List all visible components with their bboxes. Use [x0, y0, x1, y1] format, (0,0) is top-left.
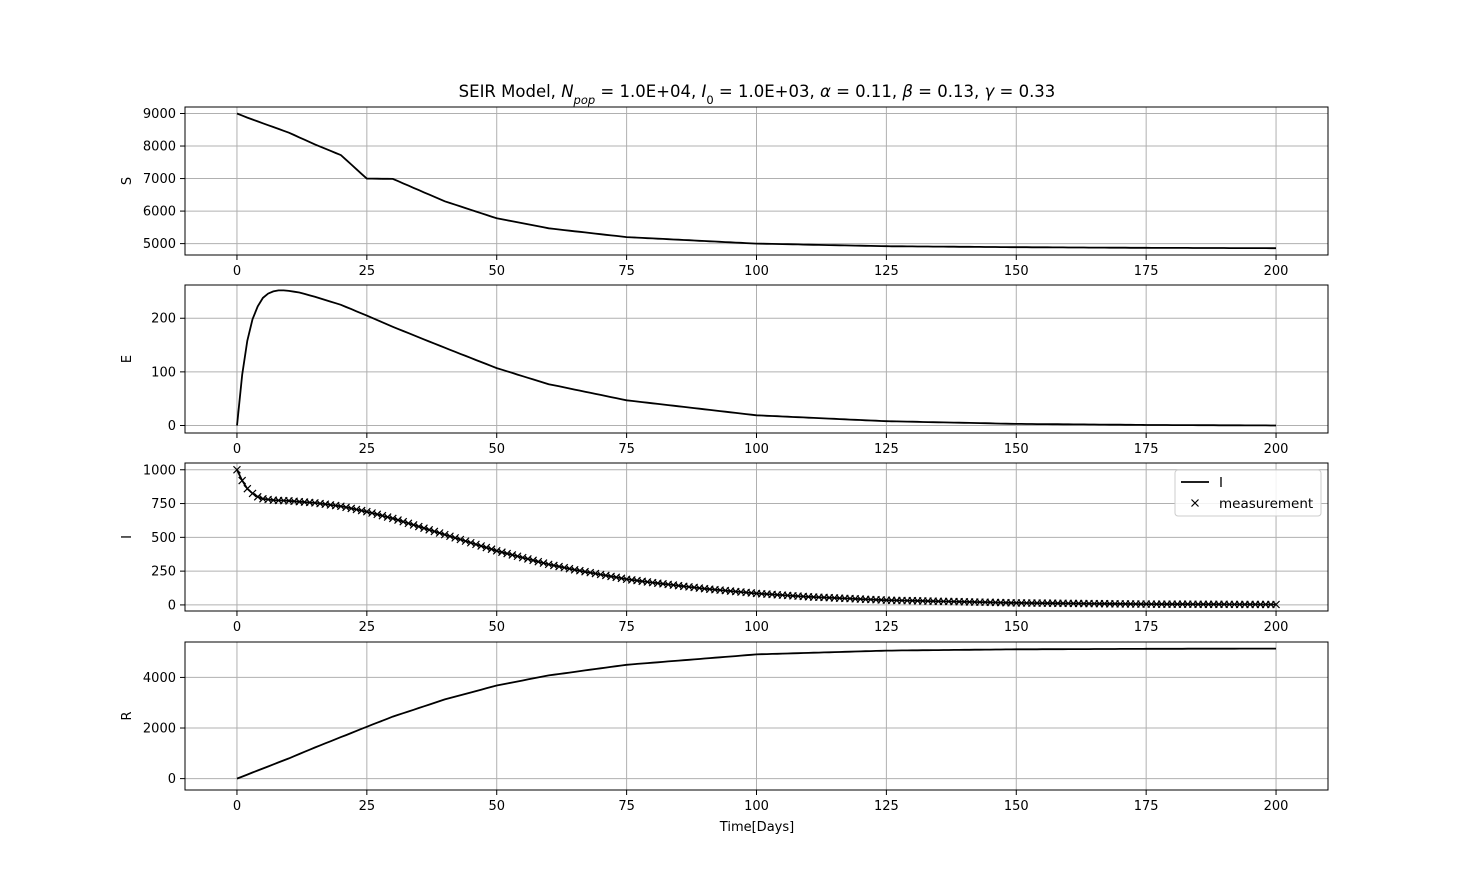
y-tick-label: 7000	[143, 172, 176, 187]
x-tick-label: 0	[233, 264, 241, 279]
y-tick-label: 500	[151, 531, 176, 546]
measurement-marker	[253, 492, 262, 501]
measurement-marker	[1272, 600, 1280, 609]
chart-title: SEIR Model, Npop = 1.0E+04, I0 = 1.0E+03…	[459, 82, 1056, 107]
x-tick-label: 175	[1134, 442, 1159, 457]
panels-container: 0 25 50 75 100 125 150 175 200500060007000800090…	[120, 106, 1329, 814]
x-tick-label: 150	[1004, 799, 1029, 814]
x-tick-label: 150	[1004, 264, 1029, 279]
series-line-S	[236, 112, 1276, 250]
legend-label-measurement: measurement	[1219, 496, 1313, 512]
y-axis-label-I: I	[120, 535, 135, 539]
x-tick-label: 25	[359, 620, 376, 635]
x-tick-label: 125	[874, 799, 899, 814]
measurement-marker	[394, 516, 402, 524]
y-tick-label: 100	[151, 365, 176, 380]
x-tick-label: 125	[874, 442, 899, 457]
x-tick-label: 0	[233, 620, 241, 635]
x-axis-label: Time[Days]	[719, 820, 794, 835]
x-tick-label: 175	[1134, 264, 1159, 279]
measurement-marker	[409, 520, 418, 529]
x-tick-label: 50	[488, 442, 505, 457]
measurement-marker	[430, 527, 439, 536]
x-tick-label: 75	[618, 264, 635, 279]
legend-marker-swatch	[1191, 499, 1199, 507]
measurement-marker	[466, 538, 475, 547]
x-tick-label: 100	[744, 620, 769, 635]
x-tick-label: 200	[1264, 264, 1289, 279]
y-tick-label: 5000	[143, 237, 176, 252]
x-tick-label: 75	[618, 442, 635, 457]
panel-I: 0 25 50 75 100 125 150 175 20002505007501000IIme…	[120, 462, 1329, 635]
measurement-marker	[414, 522, 423, 531]
x-tick-label: 150	[1004, 620, 1029, 635]
measurement-markers	[233, 465, 1280, 609]
y-tick-label: 2000	[143, 722, 176, 737]
measurement-marker	[248, 489, 257, 498]
measurement-marker	[461, 537, 470, 546]
x-tick-label: 75	[618, 799, 635, 814]
x-tick-label: 125	[874, 264, 899, 279]
measurement-marker	[233, 465, 241, 474]
legend-label-I: I	[1219, 475, 1223, 491]
measurement-marker	[399, 517, 408, 526]
measurement-marker	[451, 533, 460, 542]
y-tick-label: 200	[151, 312, 176, 327]
measurement-marker	[487, 545, 496, 554]
x-tick-label: 200	[1264, 620, 1289, 635]
x-tick-label: 150	[1004, 442, 1029, 457]
measurement-marker	[482, 543, 491, 552]
x-tick-label: 100	[744, 799, 769, 814]
x-tick-label: 50	[488, 620, 505, 635]
y-tick-label: 0	[168, 598, 176, 613]
measurement-marker	[472, 540, 480, 549]
x-tick-label: 200	[1264, 799, 1289, 814]
x-tick-label: 125	[874, 620, 899, 635]
x-tick-label: 0	[233, 442, 241, 457]
x-tick-label: 25	[359, 264, 376, 279]
x-tick-label: 75	[618, 620, 635, 635]
x-tick-label: 100	[744, 442, 769, 457]
y-axis-label-S: S	[120, 177, 135, 185]
x-tick-label: 200	[1264, 442, 1289, 457]
y-tick-label: 4000	[143, 671, 176, 686]
y-tick-label: 250	[151, 565, 176, 580]
y-axis-label-R: R	[120, 711, 135, 720]
x-tick-label: 50	[488, 264, 505, 279]
y-tick-label: 6000	[143, 205, 176, 220]
series-line-E	[236, 289, 1276, 427]
x-tick-label: 50	[488, 799, 505, 814]
measurement-marker	[477, 542, 486, 550]
y-tick-label: 750	[151, 497, 176, 512]
y-axis-label-E: E	[120, 355, 135, 363]
measurement-marker	[420, 524, 428, 533]
y-tick-label: 8000	[143, 140, 176, 155]
measurement-marker	[456, 535, 465, 544]
x-tick-label: 175	[1134, 620, 1159, 635]
x-tick-label: 100	[744, 264, 769, 279]
y-tick-label: 0	[168, 772, 176, 787]
measurement-marker	[435, 529, 444, 537]
measurement-marker	[238, 476, 247, 485]
measurement-marker	[404, 519, 413, 528]
x-tick-label: 25	[359, 799, 376, 814]
x-tick-label: 175	[1134, 799, 1159, 814]
measurement-marker	[388, 514, 397, 523]
measurement-marker	[425, 525, 434, 534]
y-tick-label: 0	[168, 419, 176, 434]
panel-S: 0 25 50 75 100 125 150 175 200 5000 6000 7000 8000 90…	[120, 106, 1329, 279]
x-tick-label: 0	[233, 799, 241, 814]
series-line-R	[236, 647, 1276, 780]
panel-E: 0 25 50 75 100 125 150 175 200 0 100 200 E	[120, 284, 1329, 457]
y-tick-label: 1000	[143, 463, 176, 478]
measurement-marker	[440, 530, 449, 539]
y-tick-label: 9000	[143, 107, 176, 122]
measurement-marker	[446, 532, 454, 541]
x-tick-label: 25	[359, 442, 376, 457]
legend-box	[1174, 469, 1322, 517]
